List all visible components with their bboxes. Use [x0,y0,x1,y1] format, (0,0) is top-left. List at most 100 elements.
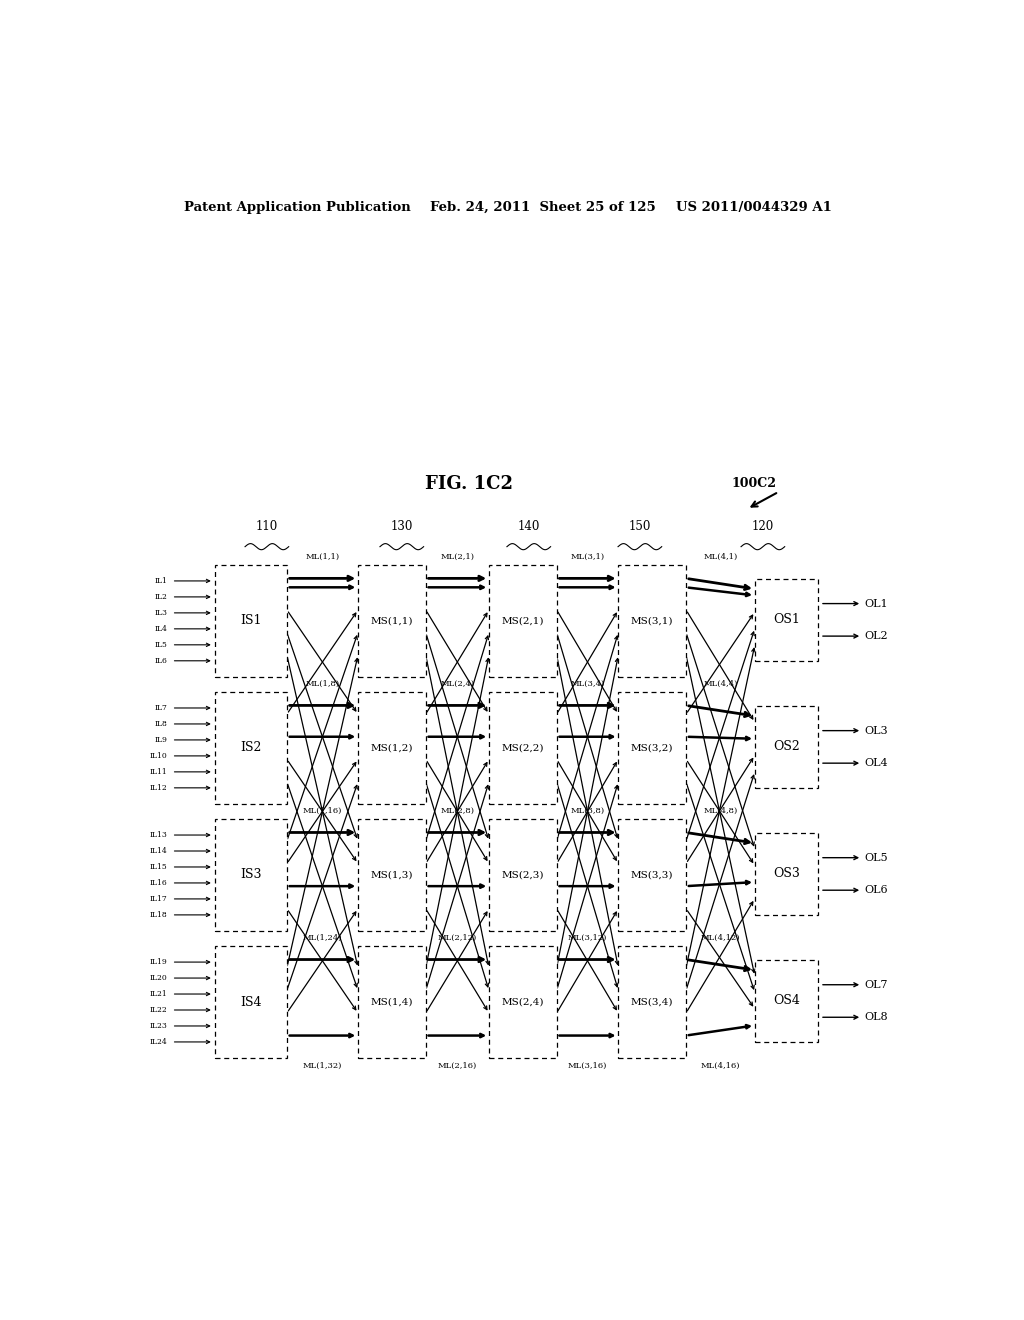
Text: OL6: OL6 [864,886,888,895]
Text: ML(2,4): ML(2,4) [440,680,474,688]
Bar [618,565,686,677]
Text: ML(1,24): ML(1,24) [303,935,342,942]
Text: 110: 110 [256,520,278,533]
Text: IL14: IL14 [150,847,168,855]
Text: MS(1,2): MS(1,2) [371,743,413,752]
Text: OL1: OL1 [864,598,888,609]
Text: MS(3,1): MS(3,1) [631,616,674,626]
Text: MS(3,3): MS(3,3) [631,870,674,879]
Text: IL18: IL18 [150,911,168,919]
Bar [489,565,557,677]
Text: OL2: OL2 [864,631,888,642]
Text: IL9: IL9 [155,737,168,744]
Text: 140: 140 [517,520,540,533]
Bar [755,833,818,915]
Text: ML(4,12): ML(4,12) [700,935,740,942]
Bar [358,818,426,931]
Text: OS3: OS3 [773,867,800,880]
Text: ML(4,1): ML(4,1) [703,553,737,561]
Text: IS3: IS3 [241,869,262,882]
Text: Feb. 24, 2011  Sheet 25 of 125: Feb. 24, 2011 Sheet 25 of 125 [430,201,655,214]
Text: ML(2,8): ML(2,8) [440,807,474,814]
Text: IL7: IL7 [155,704,168,711]
Text: ML(4,4): ML(4,4) [703,680,737,688]
Text: IL13: IL13 [150,832,168,840]
Text: MS(3,2): MS(3,2) [631,743,674,752]
Text: IL8: IL8 [155,719,168,727]
Text: IL19: IL19 [150,958,168,966]
Text: ML(3,8): ML(3,8) [570,807,604,814]
Text: ML(3,16): ML(3,16) [567,1063,607,1071]
Text: MS(2,4): MS(2,4) [502,998,544,1007]
Text: IL4: IL4 [155,624,168,632]
Text: IL1: IL1 [155,577,168,585]
Bar [489,946,557,1057]
Text: ML(4,16): ML(4,16) [700,1063,740,1071]
Text: ML(2,16): ML(2,16) [437,1063,477,1071]
Text: FIG. 1C2: FIG. 1C2 [425,475,513,492]
Text: 130: 130 [390,520,413,533]
Bar [489,818,557,931]
Bar [215,565,287,677]
Text: ML(1,1): ML(1,1) [305,553,340,561]
Bar [618,818,686,931]
Text: ML(2,1): ML(2,1) [440,553,474,561]
Text: IL12: IL12 [150,784,168,792]
Text: ML(3,4): ML(3,4) [570,680,604,688]
Text: MS(2,1): MS(2,1) [502,616,544,626]
Text: MS(1,1): MS(1,1) [371,616,413,626]
Bar [755,579,818,660]
Text: OS4: OS4 [773,994,800,1007]
Text: MS(2,2): MS(2,2) [502,743,544,752]
Text: MS(2,3): MS(2,3) [502,870,544,879]
Text: OL3: OL3 [864,726,888,735]
Text: 120: 120 [752,520,774,533]
Text: OL5: OL5 [864,853,888,863]
Bar [215,946,287,1057]
Bar [618,946,686,1057]
Text: ML(3,12): ML(3,12) [567,935,607,942]
Text: IL3: IL3 [155,609,168,616]
Text: IL21: IL21 [150,990,168,998]
Text: IL2: IL2 [155,593,168,601]
Bar [618,692,686,804]
Text: 150: 150 [629,520,651,533]
Text: ML(1,16): ML(1,16) [303,807,342,814]
Text: ML(1,32): ML(1,32) [303,1063,342,1071]
Bar [755,706,818,788]
Text: OL4: OL4 [864,758,888,768]
Bar [358,565,426,677]
Text: IS2: IS2 [241,742,262,755]
Text: IL20: IL20 [150,974,168,982]
Bar [755,961,818,1041]
Text: MS(3,4): MS(3,4) [631,998,674,1007]
Text: IL22: IL22 [150,1006,168,1014]
Text: IL10: IL10 [150,752,168,760]
Text: ML(3,1): ML(3,1) [570,553,604,561]
Text: IL15: IL15 [150,863,168,871]
Text: OS1: OS1 [773,614,800,627]
Text: ML(2,12): ML(2,12) [437,935,477,942]
Text: US 2011/0044329 A1: US 2011/0044329 A1 [676,201,831,214]
Text: ML(1,8): ML(1,8) [305,680,340,688]
Text: IL24: IL24 [150,1038,168,1045]
Text: IS1: IS1 [241,614,262,627]
Text: IL11: IL11 [150,768,168,776]
Bar [489,692,557,804]
Bar [215,818,287,931]
Text: IL16: IL16 [150,879,168,887]
Text: MS(1,3): MS(1,3) [371,870,413,879]
Text: OL8: OL8 [864,1012,888,1022]
Text: IL17: IL17 [150,895,168,903]
Text: OL7: OL7 [864,979,888,990]
Text: IL6: IL6 [155,657,168,665]
Text: Patent Application Publication: Patent Application Publication [183,201,411,214]
Text: IS4: IS4 [241,995,262,1008]
Bar [358,946,426,1057]
Text: OS2: OS2 [773,741,800,754]
Text: 100C2: 100C2 [731,477,776,490]
Bar [358,692,426,804]
Text: MS(1,4): MS(1,4) [371,998,413,1007]
Text: IL5: IL5 [155,640,168,649]
Bar [215,692,287,804]
